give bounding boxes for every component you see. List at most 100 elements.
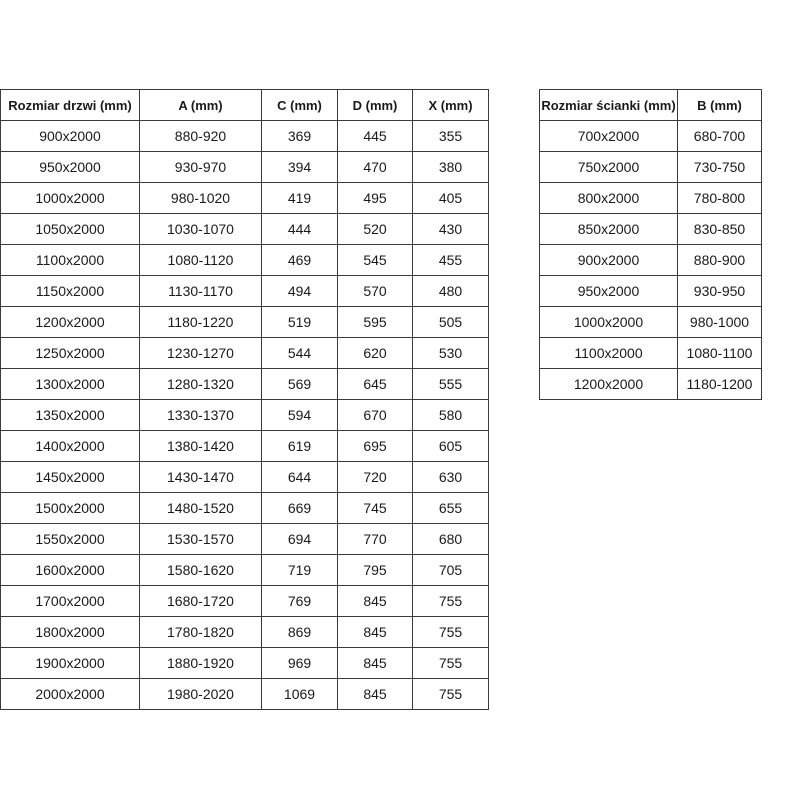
column-header: A (mm) bbox=[139, 89, 262, 121]
table-cell: 719 bbox=[261, 554, 338, 586]
table-cell: 1680-1720 bbox=[139, 585, 262, 617]
table-cell: 800x2000 bbox=[539, 182, 678, 214]
table-cell: 1050x2000 bbox=[0, 213, 140, 245]
table-cell: 455 bbox=[412, 244, 489, 276]
table-cell: 880-920 bbox=[139, 120, 262, 152]
table-row: 1150x2000 1130-1170 494 570 480 bbox=[0, 275, 489, 307]
table-cell: 1100x2000 bbox=[539, 337, 678, 369]
table-cell: 1450x2000 bbox=[0, 461, 140, 493]
table-cell: 1800x2000 bbox=[0, 616, 140, 648]
table-cell: 1400x2000 bbox=[0, 430, 140, 462]
table-cell: 555 bbox=[412, 368, 489, 400]
table-row: 950x2000 930-970 394 470 380 bbox=[0, 151, 489, 183]
table-row: 1000x2000 980-1020 419 495 405 bbox=[0, 182, 489, 214]
table-cell: 1230-1270 bbox=[139, 337, 262, 369]
table-cell: 830-850 bbox=[677, 213, 762, 245]
table-cell: 980-1000 bbox=[677, 306, 762, 338]
table-cell: 1180-1220 bbox=[139, 306, 262, 338]
table-cell: 1700x2000 bbox=[0, 585, 140, 617]
table-cell: 795 bbox=[337, 554, 413, 586]
table-cell: 770 bbox=[337, 523, 413, 555]
column-header: C (mm) bbox=[261, 89, 338, 121]
table-cell: 430 bbox=[412, 213, 489, 245]
table-cell: 619 bbox=[261, 430, 338, 462]
table-row: 850x2000 830-850 bbox=[539, 213, 762, 245]
table-cell: 1069 bbox=[261, 678, 338, 710]
table-cell: 695 bbox=[337, 430, 413, 462]
table-cell: 755 bbox=[412, 585, 489, 617]
table-cell: 580 bbox=[412, 399, 489, 431]
column-header: Rozmiar drzwi (mm) bbox=[0, 89, 140, 121]
table-cell: 445 bbox=[337, 120, 413, 152]
table-row: 1500x2000 1480-1520 669 745 655 bbox=[0, 492, 489, 524]
table-row: 700x2000 680-700 bbox=[539, 120, 762, 152]
table-cell: 355 bbox=[412, 120, 489, 152]
table-cell: 530 bbox=[412, 337, 489, 369]
table-cell: 1600x2000 bbox=[0, 554, 140, 586]
table-row: 900x2000 880-900 bbox=[539, 244, 762, 276]
table-cell: 444 bbox=[261, 213, 338, 245]
table-cell: 1330-1370 bbox=[139, 399, 262, 431]
table-cell: 1000x2000 bbox=[0, 182, 140, 214]
table-cell: 845 bbox=[337, 616, 413, 648]
table-cell: 680-700 bbox=[677, 120, 762, 152]
table-cell: 495 bbox=[337, 182, 413, 214]
table-cell: 380 bbox=[412, 151, 489, 183]
table-row: 800x2000 780-800 bbox=[539, 182, 762, 214]
table-row: 1100x2000 1080-1120 469 545 455 bbox=[0, 244, 489, 276]
table-cell: 645 bbox=[337, 368, 413, 400]
column-header: X (mm) bbox=[412, 89, 489, 121]
table-row: 1000x2000 980-1000 bbox=[539, 306, 762, 338]
table-cell: 655 bbox=[412, 492, 489, 524]
table-cell: 594 bbox=[261, 399, 338, 431]
table-cell: 720 bbox=[337, 461, 413, 493]
table-row: 1900x2000 1880-1920 969 845 755 bbox=[0, 647, 489, 679]
table-cell: 1130-1170 bbox=[139, 275, 262, 307]
table-cell: 595 bbox=[337, 306, 413, 338]
table-cell: 900x2000 bbox=[539, 244, 678, 276]
table-cell: 605 bbox=[412, 430, 489, 462]
table-row: 1200x2000 1180-1220 519 595 505 bbox=[0, 306, 489, 338]
table-cell: 369 bbox=[261, 120, 338, 152]
table-cell: 1900x2000 bbox=[0, 647, 140, 679]
table-row: 1600x2000 1580-1620 719 795 705 bbox=[0, 554, 489, 586]
table-row: 1250x2000 1230-1270 544 620 530 bbox=[0, 337, 489, 369]
table-cell: 845 bbox=[337, 585, 413, 617]
table-cell: 850x2000 bbox=[539, 213, 678, 245]
table-cell: 730-750 bbox=[677, 151, 762, 183]
table-cell: 469 bbox=[261, 244, 338, 276]
table-cell: 1480-1520 bbox=[139, 492, 262, 524]
table-cell: 470 bbox=[337, 151, 413, 183]
table-cell: 750x2000 bbox=[539, 151, 678, 183]
table-cell: 950x2000 bbox=[0, 151, 140, 183]
table-cell: 755 bbox=[412, 678, 489, 710]
table-cell: 700x2000 bbox=[539, 120, 678, 152]
table-cell: 1150x2000 bbox=[0, 275, 140, 307]
table-cell: 545 bbox=[337, 244, 413, 276]
table-cell: 480 bbox=[412, 275, 489, 307]
table-row: 750x2000 730-750 bbox=[539, 151, 762, 183]
table-cell: 755 bbox=[412, 647, 489, 679]
table-cell: 519 bbox=[261, 306, 338, 338]
table-cell: 845 bbox=[337, 647, 413, 679]
table-row: 1050x2000 1030-1070 444 520 430 bbox=[0, 213, 489, 245]
table-cell: 1980-2020 bbox=[139, 678, 262, 710]
table-cell: 880-900 bbox=[677, 244, 762, 276]
header-row: Rozmiar drzwi (mm) A (mm) C (mm) D (mm) X (m… bbox=[0, 89, 489, 121]
table-cell: 769 bbox=[261, 585, 338, 617]
table-cell: 1500x2000 bbox=[0, 492, 140, 524]
table-cell: 419 bbox=[261, 182, 338, 214]
table-cell: 930-950 bbox=[677, 275, 762, 307]
table-cell: 1200x2000 bbox=[539, 368, 678, 400]
table-cell: 980-1020 bbox=[139, 182, 262, 214]
table-cell: 1300x2000 bbox=[0, 368, 140, 400]
table-cell: 2000x2000 bbox=[0, 678, 140, 710]
table-cell: 1200x2000 bbox=[0, 306, 140, 338]
table-cell: 670 bbox=[337, 399, 413, 431]
column-header: D (mm) bbox=[337, 89, 413, 121]
table-cell: 745 bbox=[337, 492, 413, 524]
table-cell: 494 bbox=[261, 275, 338, 307]
table-cell: 755 bbox=[412, 616, 489, 648]
table-row: 2000x2000 1980-2020 1069 845 755 bbox=[0, 678, 489, 710]
table-cell: 620 bbox=[337, 337, 413, 369]
